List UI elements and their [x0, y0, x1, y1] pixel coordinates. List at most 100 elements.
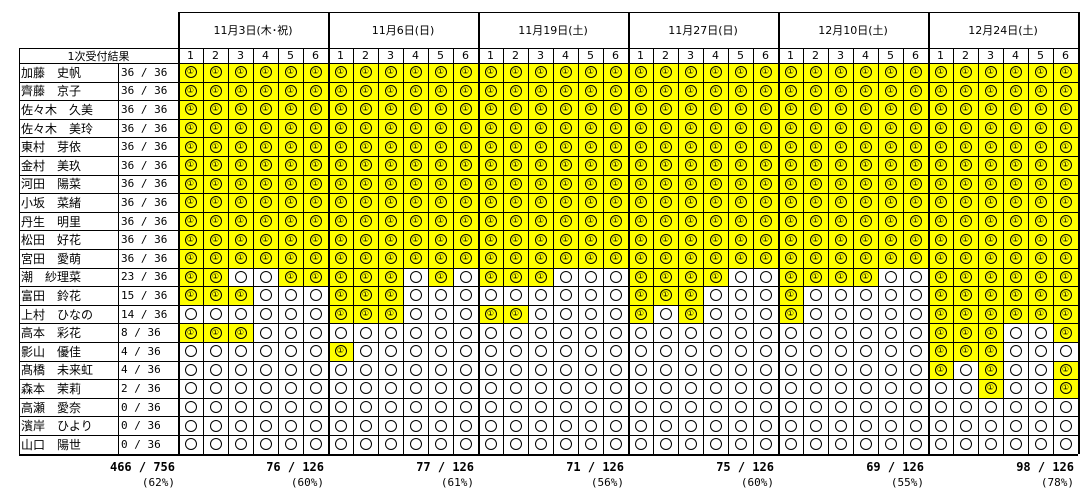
accepted-mark: ①: [353, 100, 378, 119]
part-number: 6: [612, 49, 619, 62]
grid-line: [179, 12, 180, 454]
circle-icon: ①: [359, 66, 372, 79]
accepted-mark: ①: [178, 118, 203, 138]
rejected-mark: [603, 435, 628, 454]
rejected-mark: [203, 435, 228, 454]
part-number: 1: [487, 49, 494, 62]
circle-icon: ①: [959, 196, 972, 209]
circle-icon: [609, 308, 622, 321]
accepted-mark: ①: [903, 230, 928, 249]
circle-icon: [709, 326, 722, 339]
member-count: 36 / 36: [121, 233, 168, 247]
accepted-mark: ①: [878, 118, 903, 138]
circle-icon: ①: [934, 215, 947, 228]
rejected-mark: [928, 435, 953, 454]
rejected-mark: [353, 342, 378, 361]
accepted-mark: ①: [603, 249, 628, 268]
circle-icon: [484, 382, 497, 395]
accepted-mark: ①: [178, 230, 203, 249]
rejected-mark: [503, 435, 528, 454]
circle-icon: ①: [934, 196, 947, 209]
circle-icon: [209, 308, 222, 321]
circle-icon: ①: [259, 140, 272, 153]
accepted-mark: ①: [1003, 137, 1028, 156]
grid-line: [928, 12, 929, 454]
member-name: 高本 彩花: [21, 326, 82, 341]
accepted-mark: ①: [878, 230, 903, 249]
circle-icon: ①: [1009, 196, 1022, 209]
circle-icon: ①: [459, 196, 472, 209]
accepted-mark: ①: [803, 211, 828, 231]
circle-icon: ①: [834, 233, 847, 246]
rejected-mark: [228, 379, 253, 398]
grid-line: [453, 48, 454, 454]
rejected-mark: [428, 360, 453, 380]
circle-icon: ①: [784, 196, 797, 209]
circle-icon: ①: [409, 122, 422, 135]
circle-icon: [884, 326, 897, 339]
circle-icon: [959, 382, 972, 395]
circle-icon: ①: [1059, 270, 1072, 283]
accepted-mark: ①: [903, 174, 928, 194]
rejected-mark: [303, 286, 328, 305]
circle-icon: ①: [784, 289, 797, 302]
circle-icon: ①: [859, 252, 872, 265]
rejected-mark: [678, 397, 703, 417]
accepted-mark: ①: [203, 249, 228, 268]
date-total: 98 / 126: [1016, 459, 1074, 474]
accepted-mark: ①: [828, 63, 853, 82]
circle-icon: [934, 438, 947, 451]
rejected-mark: [1028, 397, 1053, 417]
rejected-mark: [403, 435, 428, 454]
circle-icon: [284, 363, 297, 376]
circle-icon: ①: [284, 159, 297, 172]
accepted-mark: ①: [303, 100, 328, 119]
circle-icon: [259, 382, 272, 395]
accepted-mark: ①: [303, 267, 328, 287]
circle-icon: [209, 345, 222, 358]
accepted-mark: ①: [528, 156, 553, 175]
accepted-mark: ①: [778, 137, 803, 156]
rejected-mark: [878, 342, 903, 361]
circle-icon: ①: [734, 103, 747, 116]
circle-icon: ①: [959, 177, 972, 190]
circle-icon: [709, 382, 722, 395]
part-number: 4: [862, 49, 869, 62]
circle-icon: [234, 345, 247, 358]
circle-icon: [734, 270, 747, 283]
accepted-mark: ①: [403, 193, 428, 212]
circle-icon: [409, 438, 422, 451]
circle-icon: ①: [534, 196, 547, 209]
accepted-mark: ①: [453, 118, 478, 138]
circle-icon: ①: [934, 233, 947, 246]
circle-icon: ①: [909, 122, 922, 135]
grid-line: [653, 48, 654, 454]
circle-icon: ①: [784, 66, 797, 79]
circle-icon: ①: [684, 122, 697, 135]
circle-icon: ①: [609, 122, 622, 135]
circle-icon: ①: [784, 159, 797, 172]
accepted-mark: ①: [678, 249, 703, 268]
circle-icon: [609, 419, 622, 432]
accepted-mark: ①: [503, 137, 528, 156]
accepted-mark: ①: [903, 81, 928, 101]
accepted-mark: ①: [978, 249, 1003, 268]
circle-icon: [184, 345, 197, 358]
circle-icon: [584, 270, 597, 283]
accepted-mark: ①: [1003, 249, 1028, 268]
circle-icon: [784, 438, 797, 451]
circle-icon: ①: [859, 66, 872, 79]
circle-icon: [984, 401, 997, 414]
circle-icon: ①: [284, 140, 297, 153]
circle-icon: [184, 363, 197, 376]
accepted-mark: ①: [1028, 100, 1053, 119]
circle-icon: ①: [384, 289, 397, 302]
accepted-mark: ①: [603, 137, 628, 156]
grid-line: [1028, 48, 1029, 454]
circle-icon: ①: [209, 326, 222, 339]
circle-icon: ①: [484, 66, 497, 79]
accepted-mark: ①: [803, 156, 828, 175]
circle-icon: ①: [1009, 308, 1022, 321]
rejected-mark: [703, 397, 728, 417]
accepted-mark: ①: [403, 63, 428, 82]
